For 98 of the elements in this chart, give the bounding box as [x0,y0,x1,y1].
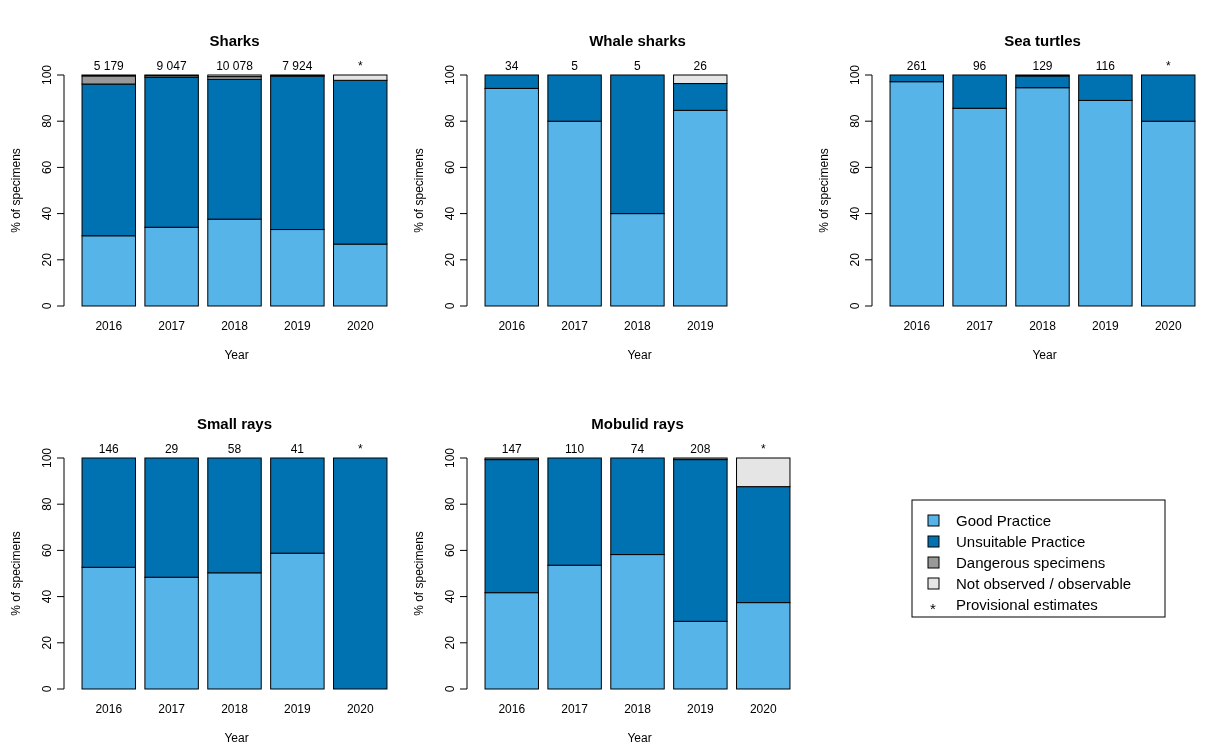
y-tick-label: 80 [848,114,862,128]
y-tick-label: 60 [443,160,457,175]
y-tick-label: 80 [40,497,54,511]
annotation: 96 [972,59,987,73]
x-tick-label: 2020 [749,702,777,716]
y-tick-label: 0 [40,302,54,310]
y-axis-title: % of specimens [9,531,23,616]
x-axis-title: Year [224,348,249,362]
x-tick-label: 2017 [158,319,186,333]
y-tick-label: 0 [443,302,457,310]
y-tick-label: 0 [848,302,862,310]
annotation: 74 [630,442,645,456]
y-axis-title: % of specimens [9,148,23,233]
annotation: 29 [164,442,179,456]
x-tick-label: 2018 [624,319,652,333]
annotation: * [760,442,766,456]
x-tick-label: 2016 [95,702,123,716]
x-tick-label: 2016 [95,319,123,333]
annotation: 261 [906,59,928,73]
legend-label: Dangerous specimens [956,554,1106,571]
annotation: * [1165,59,1171,73]
annotation: 129 [1032,59,1053,73]
text: * Provisional estimates [930,596,1098,617]
annotation: 58 [227,442,242,456]
x-tick-label: 2017 [561,319,589,333]
x-tick-label: 2019 [1092,319,1120,333]
annotation: 9 047 [156,59,187,73]
y-tick-label: 20 [40,252,54,267]
annotation: 5 [634,59,642,73]
chart-title: Sea turtles [1004,32,1081,49]
y-tick-label: 100 [443,447,457,469]
y-tick-label: 60 [848,160,862,175]
x-tick-label: 2020 [1154,319,1182,333]
annotation: 116 [1095,59,1116,73]
x-tick-label: 2018 [1029,319,1057,333]
annotation: 5 179 [93,59,125,73]
x-tick-label: 2019 [284,319,312,333]
y-axis-title: % of specimens [817,148,831,233]
y-tick-label: 40 [40,206,54,221]
chart-title: Sharks [209,32,260,49]
x-tick-label: 2020 [346,319,374,333]
annotation: * [357,59,363,73]
y-tick-label: 20 [40,635,54,650]
y-tick-label: 40 [443,206,457,221]
x-tick-label: 2018 [624,702,652,716]
y-tick-label: 100 [443,64,457,86]
annotation: 41 [290,442,305,456]
y-tick-label: 100 [40,447,54,469]
y-tick-label: 20 [443,635,457,650]
y-tick-label: 20 [443,252,457,267]
y-tick-label: 80 [443,497,457,511]
y-tick-label: 0 [40,685,54,693]
x-tick-label: 2019 [686,319,714,333]
x-tick-label: 2018 [221,702,249,716]
annotation: 10 078 [216,59,254,73]
x-axis-title: Year [224,731,249,745]
y-tick-label: 100 [40,64,54,86]
y-tick-label: 60 [40,543,54,558]
x-tick-label: 2020 [346,702,374,716]
y-tick-label: 40 [848,206,862,221]
annotation: 5 [571,59,579,73]
annotation: 26 [693,59,708,73]
x-tick-label: 2018 [221,319,249,333]
legend-label: Unsuitable Practice [956,533,1086,550]
y-axis-title: % of specimens [412,148,426,233]
annotation: * [357,442,363,456]
legend-label: Not observed / observable [956,575,1132,592]
x-tick-label: 2016 [903,319,931,333]
chart-title: Small rays [196,415,273,432]
annotation: 147 [501,442,523,456]
annotation: 34 [505,59,519,73]
x-tick-label: 2017 [158,702,186,716]
annotation: 7 924 [282,59,313,73]
chart-title: Mobulid rays [591,415,684,432]
x-tick-label: 2019 [284,702,312,716]
y-tick-label: 20 [848,252,862,267]
x-tick-label: 2017 [966,319,994,333]
y-tick-label: 60 [443,543,457,558]
x-axis-title: Year [627,731,652,745]
annotation: 208 [690,442,711,456]
y-tick-label: 40 [40,589,54,604]
y-tick-label: 80 [443,114,457,128]
x-tick-label: 2017 [561,702,589,716]
y-tick-label: 100 [848,64,862,86]
x-axis-title: Year [627,348,652,362]
legend-label: Good Practice [956,512,1052,529]
annotation: 110 [565,442,585,456]
y-tick-label: 60 [40,160,54,175]
chart-title: Whale sharks [589,32,686,49]
x-tick-label: 2019 [687,702,715,716]
y-tick-label: 0 [443,685,457,693]
y-tick-label: 40 [443,589,457,604]
y-tick-label: 80 [40,114,54,128]
annotation: 146 [98,442,120,456]
x-axis-title: Year [1032,348,1057,362]
y-axis-title: % of specimens [412,531,426,616]
x-tick-label: 2016 [498,319,526,333]
x-tick-label: 2016 [498,702,526,716]
